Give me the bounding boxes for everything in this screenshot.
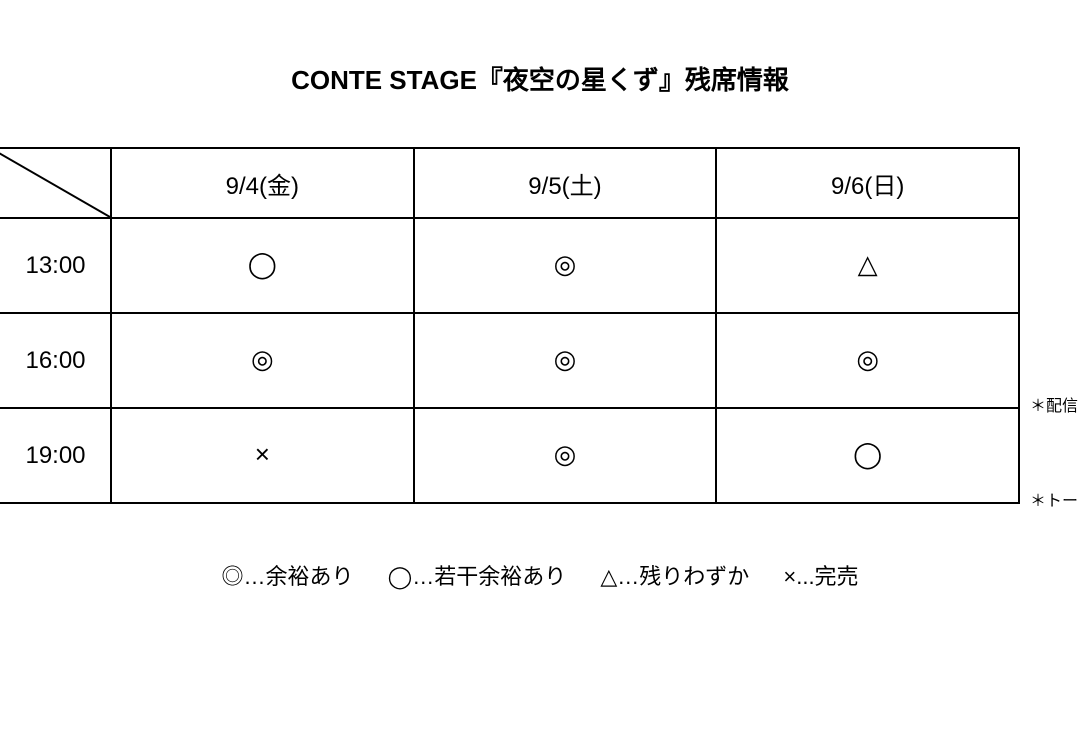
table-row: 13:00 ◯ ◎ △ <box>0 218 1019 313</box>
table-row: 16:00 ◎ ◎ ◎ <box>0 313 1019 408</box>
availability-mark: ◎ <box>554 439 577 469</box>
corner-cell <box>0 148 111 218</box>
time-cell-1: 13:00 <box>0 218 111 313</box>
legend: ◎…余裕あり ◯…若干余裕あり △…残りわずか ×...完売 <box>0 504 1080 591</box>
avail-cell: △ <box>716 218 1019 313</box>
availability-table-wrap: 9/4(金) 9/5(土) 9/6(日) 13:00 ◯ ◎ △ 16:00 ◎… <box>0 147 1080 504</box>
date-header-3: 9/6(日) <box>716 148 1019 218</box>
availability-mark: ◎ <box>856 344 879 374</box>
availability-mark: ◯ <box>248 249 277 279</box>
date-header-2: 9/5(土) <box>414 148 717 218</box>
side-note-talk: ＊トー <box>1030 487 1078 511</box>
availability-mark: ◯ <box>853 439 882 469</box>
legend-plenty: ◎…余裕あり <box>221 564 353 589</box>
time-cell-3: 19:00 <box>0 408 111 503</box>
availability-mark: ◎ <box>554 249 577 279</box>
avail-cell: ◎ <box>111 313 414 408</box>
side-note-streaming: ＊配信 <box>1030 392 1078 416</box>
avail-cell: ◎ <box>414 408 717 503</box>
time-cell-2: 16:00 <box>0 313 111 408</box>
availability-mark: ◎ <box>251 344 274 374</box>
table-row: 19:00 × ◎ ◯ <box>0 408 1019 503</box>
legend-few: △…残りわずか <box>600 564 749 589</box>
avail-cell: ◎ <box>414 218 717 313</box>
avail-cell: ◎ <box>716 313 1019 408</box>
avail-cell: ◎ <box>414 313 717 408</box>
avail-cell: ◯ <box>111 218 414 313</box>
availability-mark: × <box>255 439 270 469</box>
avail-cell: ◯ <box>716 408 1019 503</box>
date-header-1: 9/4(金) <box>111 148 414 218</box>
avail-cell: × <box>111 408 414 503</box>
diagonal-icon <box>0 149 110 217</box>
availability-mark: ◎ <box>554 344 577 374</box>
page-title: CONTE STAGE『夜空の星くず』残席情報 <box>0 0 1080 147</box>
availability-table: 9/4(金) 9/5(土) 9/6(日) 13:00 ◯ ◎ △ 16:00 ◎… <box>0 147 1020 504</box>
legend-sold: ×...完売 <box>783 564 858 589</box>
legend-some: ◯…若干余裕あり <box>388 564 567 589</box>
table-header-row: 9/4(金) 9/5(土) 9/6(日) <box>0 148 1019 218</box>
availability-mark: △ <box>858 249 878 279</box>
